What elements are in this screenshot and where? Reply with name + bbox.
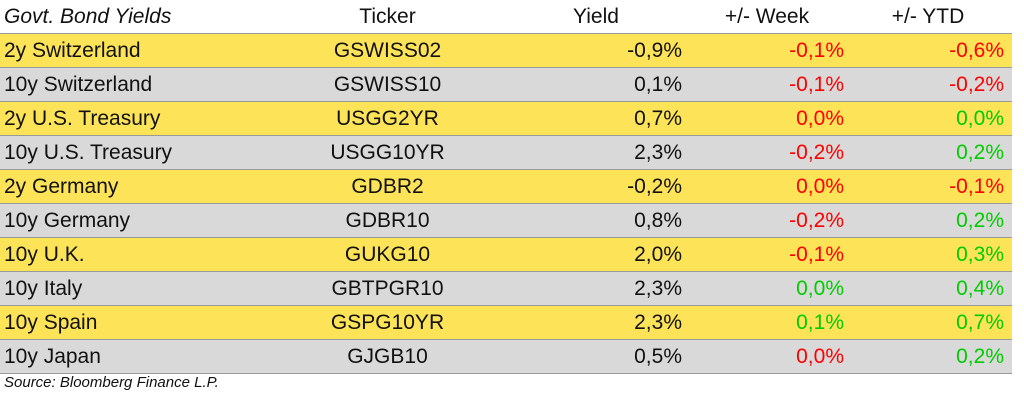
cell-ticker: USGG10YR: [265, 135, 510, 170]
cell-ticker: GJGB10: [265, 339, 510, 374]
cell-yield: 2,3%: [510, 271, 690, 306]
cell-week-change: 0,1%: [690, 305, 852, 340]
cell-week-change: -0,2%: [690, 203, 852, 238]
table-row: 10y U.S. Treasury USGG10YR 2,3% -0,2% 0,2%: [0, 135, 1012, 170]
cell-week-change: -0,2%: [690, 135, 852, 170]
table-body: 2y Switzerland GSWISS02 -0,9% -0,1% -0,6% 10y…: [0, 33, 1012, 374]
cell-yield: 2,3%: [510, 135, 690, 170]
cell-ticker: GSPG10YR: [265, 305, 510, 340]
cell-ytd-change: 0,4%: [852, 271, 1012, 306]
cell-yield: 2,3%: [510, 305, 690, 340]
table-row: 2y Germany GDBR2 -0,2% 0,0% -0,1%: [0, 169, 1012, 204]
cell-ytd-change: -0,6%: [852, 33, 1012, 68]
cell-ticker: GDBR2: [265, 169, 510, 204]
cell-ytd-change: 0,7%: [852, 305, 1012, 340]
table-row: 10y Spain GSPG10YR 2,3% 0,1% 0,7%: [0, 305, 1012, 340]
cell-ytd-change: 0,2%: [852, 339, 1012, 374]
cell-yield: 0,5%: [510, 339, 690, 374]
table-header: Govt. Bond Yields Ticker Yield +/- Week …: [0, 0, 1012, 34]
cell-yield: -0,2%: [510, 169, 690, 204]
cell-bond-name: 2y Switzerland: [0, 33, 265, 68]
cell-ytd-change: -0,1%: [852, 169, 1012, 204]
cell-bond-name: 10y Italy: [0, 271, 265, 306]
source-note: Source: Bloomberg Finance L.P.: [4, 374, 219, 391]
cell-ytd-change: 0,0%: [852, 101, 1012, 136]
cell-bond-name: 10y Japan: [0, 339, 265, 374]
cell-ticker: GSWISS02: [265, 33, 510, 68]
cell-bond-name: 2y Germany: [0, 169, 265, 204]
cell-yield: 0,7%: [510, 101, 690, 136]
cell-ticker: GDBR10: [265, 203, 510, 238]
table-row: 10y U.K. GUKG10 2,0% -0,1% 0,3%: [0, 237, 1012, 272]
header-ytd-change: +/- YTD: [852, 0, 1012, 34]
cell-ytd-change: 0,3%: [852, 237, 1012, 272]
cell-ticker: GSWISS10: [265, 67, 510, 102]
cell-ticker: GUKG10: [265, 237, 510, 272]
header-ticker: Ticker: [265, 0, 510, 34]
cell-week-change: 0,0%: [690, 101, 852, 136]
bond-yields-table: Govt. Bond Yields Ticker Yield +/- Week …: [0, 0, 1012, 374]
table-row: 10y Switzerland GSWISS10 0,1% -0,1% -0,2%: [0, 67, 1012, 102]
cell-bond-name: 2y U.S. Treasury: [0, 101, 265, 136]
cell-bond-name: 10y Switzerland: [0, 67, 265, 102]
cell-ytd-change: -0,2%: [852, 67, 1012, 102]
cell-week-change: -0,1%: [690, 237, 852, 272]
cell-yield: 0,1%: [510, 67, 690, 102]
cell-yield: 2,0%: [510, 237, 690, 272]
cell-bond-name: 10y U.K.: [0, 237, 265, 272]
table-row: 2y U.S. Treasury USGG2YR 0,7% 0,0% 0,0%: [0, 101, 1012, 136]
cell-yield: 0,8%: [510, 203, 690, 238]
cell-bond-name: 10y Germany: [0, 203, 265, 238]
cell-ticker: USGG2YR: [265, 101, 510, 136]
header-week-change: +/- Week: [690, 0, 852, 34]
header-row: Govt. Bond Yields Ticker Yield +/- Week …: [0, 0, 1012, 34]
cell-week-change: -0,1%: [690, 67, 852, 102]
table-row: 2y Switzerland GSWISS02 -0,9% -0,1% -0,6%: [0, 33, 1012, 68]
cell-week-change: 0,0%: [690, 271, 852, 306]
cell-week-change: 0,0%: [690, 339, 852, 374]
cell-ytd-change: 0,2%: [852, 135, 1012, 170]
table-row: 10y Germany GDBR10 0,8% -0,2% 0,2%: [0, 203, 1012, 238]
cell-yield: -0,9%: [510, 33, 690, 68]
table-row: 10y Italy GBTPGR10 2,3% 0,0% 0,4%: [0, 271, 1012, 306]
header-govt-bond-yields: Govt. Bond Yields: [0, 0, 265, 34]
cell-bond-name: 10y U.S. Treasury: [0, 135, 265, 170]
header-yield: Yield: [510, 0, 690, 34]
table-row: 10y Japan GJGB10 0,5% 0,0% 0,2%: [0, 339, 1012, 374]
cell-ytd-change: 0,2%: [852, 203, 1012, 238]
cell-week-change: 0,0%: [690, 169, 852, 204]
cell-ticker: GBTPGR10: [265, 271, 510, 306]
cell-week-change: -0,1%: [690, 33, 852, 68]
cell-bond-name: 10y Spain: [0, 305, 265, 340]
